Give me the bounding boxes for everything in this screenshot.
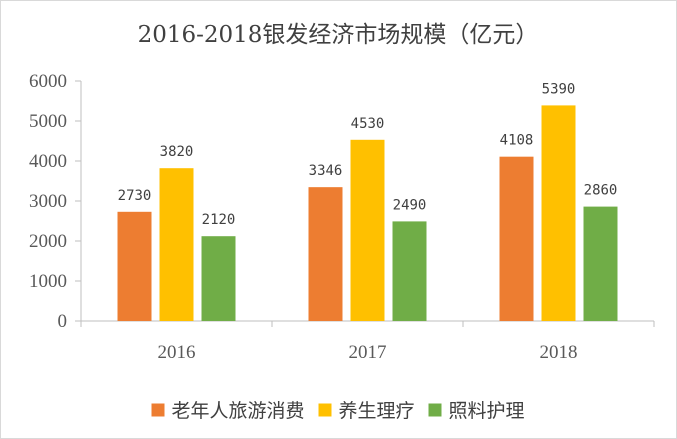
data-label: 2120: [202, 212, 236, 228]
y-tick-label: 3000: [29, 191, 67, 212]
data-label: 2730: [118, 188, 152, 204]
data-label: 5390: [542, 81, 576, 97]
data-labels: 2730 3820 2120 3346 4530 2490 4108 5390 2860: [118, 81, 618, 228]
bar: [159, 168, 194, 321]
y-tick-label: 6000: [29, 71, 67, 92]
bar: [117, 211, 152, 321]
legend-label: 老年人旅游消费: [172, 400, 305, 422]
y-tick-label: 5000: [29, 111, 67, 132]
y-axis: 0 1000 2000 3000 4000 5000 6000: [29, 71, 82, 332]
bar: [308, 187, 343, 321]
bar: [583, 206, 618, 321]
legend-label: 照料护理: [449, 400, 525, 422]
x-category-label: 2016: [158, 342, 196, 363]
data-label: 3820: [160, 144, 194, 160]
bar: [541, 105, 576, 322]
data-label: 2860: [584, 183, 618, 199]
bar: [392, 221, 427, 321]
bar: [499, 156, 534, 321]
x-category-label: 2018: [540, 342, 578, 363]
bar: [201, 236, 236, 321]
legend: 老年人旅游消费 养生理疗 照料护理: [151, 400, 525, 422]
y-tick-label: 2000: [29, 231, 67, 252]
y-tick-label: 0: [58, 311, 68, 332]
legend-swatch: [318, 403, 332, 417]
x-axis: 2016 2017 2018: [80, 320, 655, 363]
data-label: 3346: [309, 163, 343, 179]
bars: [117, 105, 618, 322]
legend-swatch: [428, 403, 442, 417]
y-tick-label: 1000: [29, 271, 67, 292]
data-label: 2490: [393, 197, 427, 213]
data-label: 4530: [351, 116, 385, 132]
chart-title: 2016-2018银发经济市场规模（亿元）: [138, 22, 539, 48]
x-category-label: 2017: [349, 342, 387, 363]
bar: [350, 139, 385, 321]
y-tick-label: 4000: [29, 151, 67, 172]
legend-swatch: [151, 403, 165, 417]
legend-label: 养生理疗: [339, 400, 415, 422]
data-label: 4108: [500, 133, 534, 149]
